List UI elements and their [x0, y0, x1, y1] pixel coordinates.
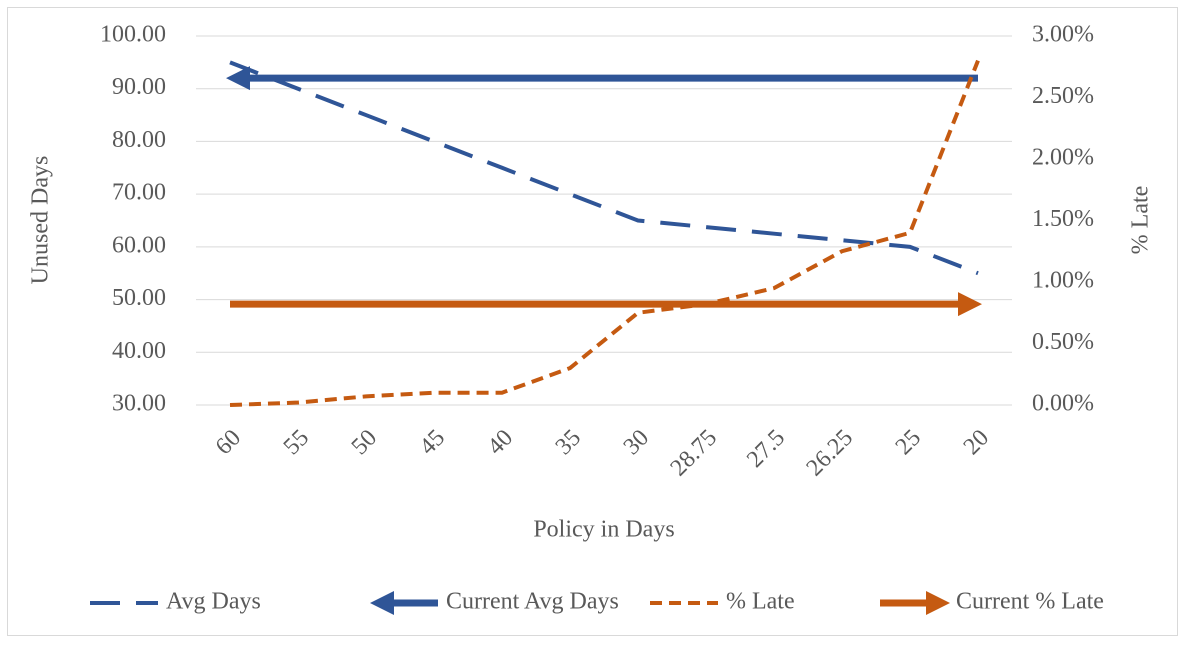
y-tick-label: 90.00 [112, 74, 166, 100]
y-tick-label: 80.00 [112, 127, 166, 153]
legend-arrow [370, 591, 394, 615]
y2-tick-label: 0.50% [1032, 329, 1094, 355]
legend-arrow [926, 591, 950, 615]
y2-axis-label: % Late [1128, 186, 1154, 255]
series-line [229, 60, 979, 276]
arrowhead [958, 292, 982, 317]
y2-tick-label: 1.50% [1032, 206, 1094, 232]
chart-border [7, 7, 1178, 636]
y-tick-label: 30.00 [112, 391, 166, 417]
x-axis-label: Policy in Days [533, 517, 674, 543]
arrowhead [226, 66, 250, 91]
y2-tick-label: 2.00% [1032, 145, 1094, 171]
legend-label: Current Avg Days [446, 589, 619, 615]
legend-label: % Late [726, 589, 795, 615]
y-tick-label: 100.00 [100, 22, 166, 48]
y-tick-label: 40.00 [112, 338, 166, 364]
y-tick-label: 70.00 [112, 180, 166, 206]
y-tick-label: 50.00 [112, 285, 166, 311]
legend-label: Avg Days [166, 589, 261, 615]
y2-tick-label: 0.00% [1032, 391, 1094, 417]
y-tick-label: 60.00 [112, 232, 166, 258]
legend-label: Current % Late [956, 589, 1104, 615]
y-axis-label: Unused Days [28, 156, 54, 285]
y2-tick-label: 2.50% [1032, 83, 1094, 109]
y2-tick-label: 3.00% [1032, 22, 1094, 48]
series-line [229, 59, 980, 407]
y2-tick-label: 1.00% [1032, 268, 1094, 294]
